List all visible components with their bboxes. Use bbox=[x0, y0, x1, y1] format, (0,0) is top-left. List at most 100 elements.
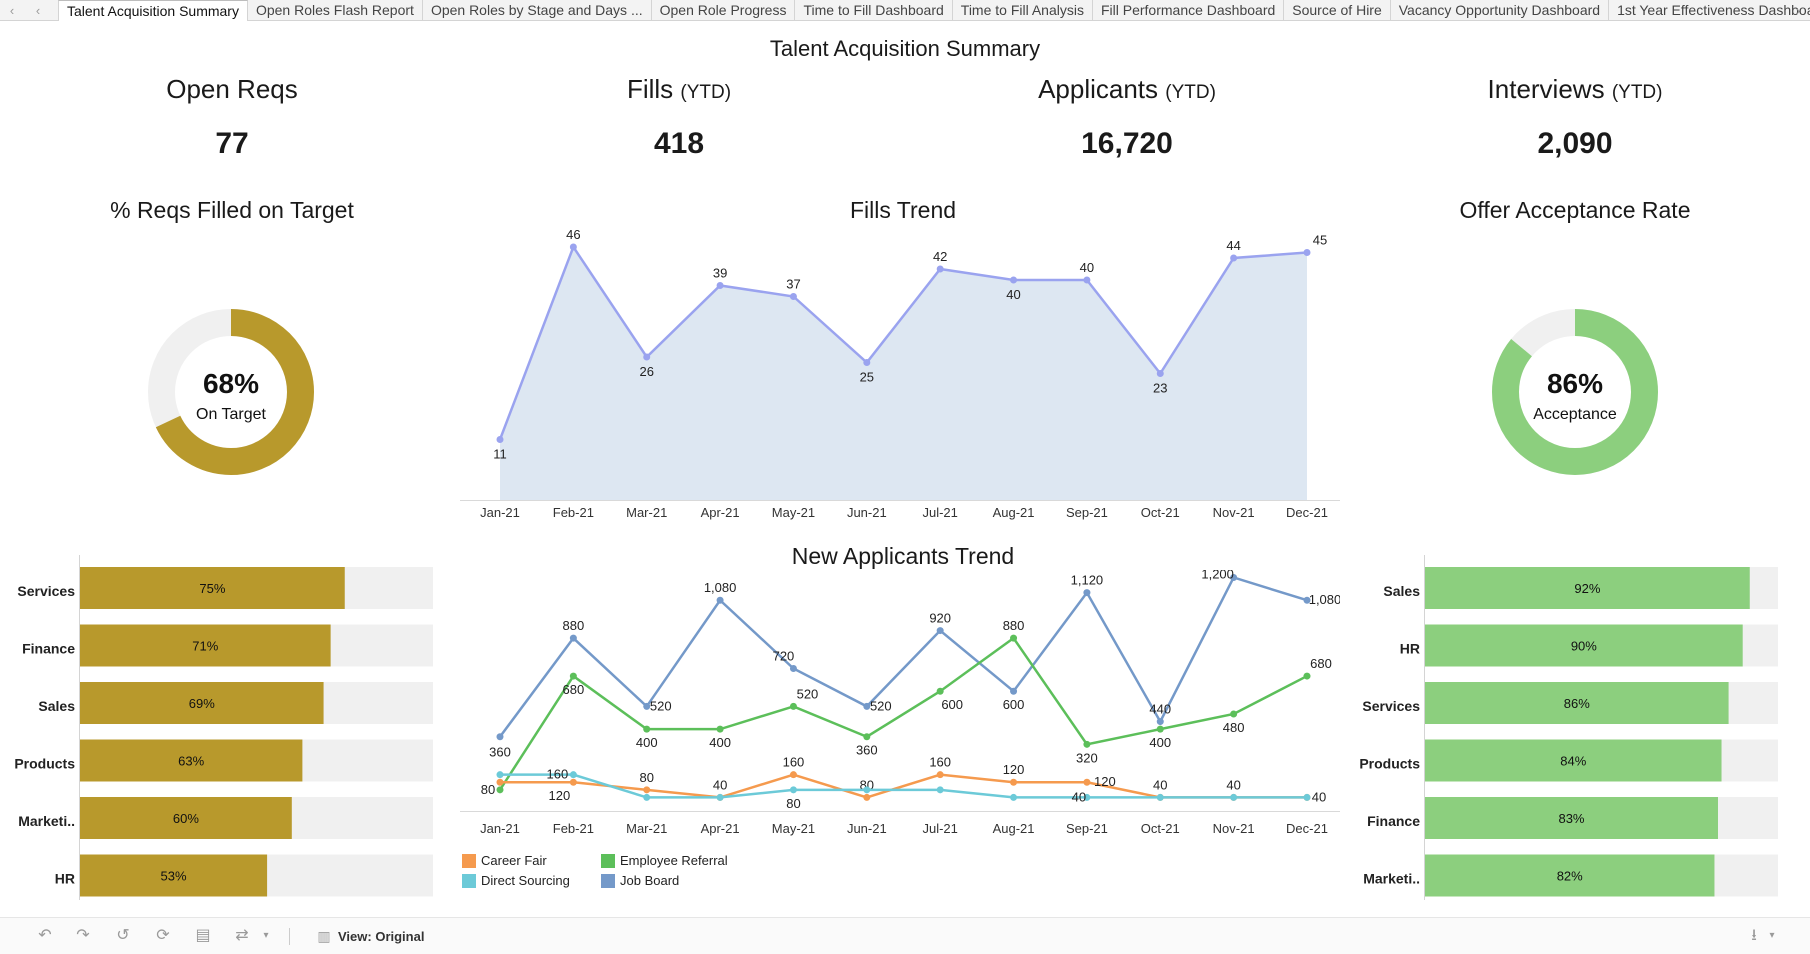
applicants-tick-label: Oct-21 bbox=[1141, 821, 1180, 836]
fills-data-label: 26 bbox=[639, 364, 653, 379]
bar-value-label: 82% bbox=[1557, 869, 1583, 884]
bar bbox=[80, 567, 345, 609]
tab-first-year-effectiveness[interactable]: 1st Year Effectiveness Dashboa... bbox=[1609, 0, 1810, 21]
dashboard-title: Talent Acquisition Summary bbox=[769, 36, 1041, 61]
series-point bbox=[643, 702, 651, 710]
applicants-data-label: 1,080 bbox=[704, 580, 737, 595]
tab-bar: ‹ ‹ Talent Acquisition Summary Open Role… bbox=[0, 0, 1810, 21]
applicants-tick-label: Jul-21 bbox=[922, 821, 957, 836]
kpi-label: Fills (YTD) bbox=[626, 74, 732, 104]
applicants-data-label: 40 bbox=[1226, 777, 1240, 792]
tab-open-roles-flash-report[interactable]: Open Roles Flash Report bbox=[248, 0, 423, 21]
fills-trend-chart: 11 Jan-21 46 Feb-21 26 Mar-21 39 Apr-21 37 May-21… bbox=[460, 227, 1340, 520]
applicants-data-label: 400 bbox=[1149, 735, 1171, 750]
toolbar-divider bbox=[289, 928, 290, 945]
legend-label: Job Board bbox=[620, 873, 680, 888]
tab-scroll-right-icon[interactable]: › bbox=[1795, 2, 1801, 18]
series-point bbox=[1230, 573, 1238, 581]
tab-open-roles-by-stage[interactable]: Open Roles by Stage and Days ... bbox=[423, 0, 652, 21]
fills-tick-label: Aug-21 bbox=[993, 505, 1035, 520]
kpi-label: Open Reqs bbox=[166, 74, 298, 104]
series-point bbox=[569, 771, 577, 779]
applicants-legend: Career Fair Direct Sourcing Employee Ref… bbox=[460, 853, 860, 893]
offer-acceptance-by-dept-chart: 92% Sales 90% HR 86% Services 84% Products 83% Fi… bbox=[1359, 555, 1778, 900]
view-original-button[interactable]: View: Original bbox=[338, 929, 425, 944]
applicants-data-label: 520 bbox=[797, 686, 819, 701]
download-icon[interactable]: ⭳ bbox=[1751, 927, 1757, 944]
series-point bbox=[716, 725, 724, 733]
donut-on-target: 68% On Target bbox=[148, 309, 314, 475]
tab-talent-acquisition-summary[interactable]: Talent Acquisition Summary bbox=[58, 0, 248, 21]
bar bbox=[80, 624, 331, 667]
applicants-data-label: 160 bbox=[929, 755, 951, 770]
applicants-data-label: 680 bbox=[563, 682, 585, 697]
fills-point bbox=[863, 359, 871, 366]
series-point bbox=[569, 672, 577, 680]
tab-vacancy-opportunity-dashboard[interactable]: Vacancy Opportunity Dashboard bbox=[1391, 0, 1610, 21]
fills-tick-label: Sep-21 bbox=[1066, 505, 1108, 520]
view-icon: ▥ bbox=[317, 928, 331, 944]
bar-value-label: 86% bbox=[1564, 696, 1590, 711]
applicants-tick-label: Nov-21 bbox=[1213, 821, 1255, 836]
bar-category-label: HR bbox=[55, 871, 75, 887]
fills-data-label: 42 bbox=[933, 249, 947, 264]
chevron-down-icon[interactable]: ▾ bbox=[263, 930, 269, 941]
bar bbox=[80, 854, 268, 897]
series-point bbox=[1010, 687, 1018, 695]
download-menu-chevron-icon[interactable]: ▾ bbox=[1769, 930, 1775, 941]
legend-label: Employee Referral bbox=[620, 853, 728, 868]
applicants-data-label: 1,200 bbox=[1201, 570, 1234, 581]
series-line-career-fair bbox=[500, 773, 1307, 799]
bar-category-label: Products bbox=[1359, 756, 1420, 772]
bar-value-label: 69% bbox=[189, 696, 215, 711]
tab-scroll-left-start-icon[interactable]: ‹ bbox=[9, 2, 15, 18]
tab-scroll-left-icon[interactable]: ‹ bbox=[35, 2, 41, 18]
applicants-data-label: 400 bbox=[709, 735, 731, 750]
kpi-interviews: Interviews (YTD) 2,090 bbox=[1373, 74, 1777, 161]
tab-source-of-hire[interactable]: Source of Hire bbox=[1284, 0, 1391, 21]
tab-fill-performance-dashboard[interactable]: Fill Performance Dashboard bbox=[1093, 0, 1285, 21]
bar bbox=[80, 797, 292, 839]
donut-right-title: Offer Acceptance Rate bbox=[1459, 197, 1691, 223]
series-point bbox=[936, 786, 944, 794]
series-point bbox=[1010, 793, 1018, 801]
bar bbox=[1425, 682, 1729, 724]
series-line-job-board bbox=[498, 575, 1308, 738]
series-point bbox=[1303, 596, 1311, 604]
fills-tick-label: Mar-21 bbox=[626, 505, 667, 520]
bottom-toolbar: ↶ ↷ ↺ ⟳ ▤ ⇄ ▾ ▥ View: Original ⭳ ▾ bbox=[0, 917, 1810, 954]
tab-open-role-progress[interactable]: Open Role Progress bbox=[652, 0, 796, 21]
kpi-applicants: Applicants (YTD) 16,720 bbox=[925, 74, 1329, 161]
replay-animation-icon[interactable]: ⇄ bbox=[235, 927, 249, 944]
tab-time-to-fill-dashboard[interactable]: Time to Fill Dashboard bbox=[795, 0, 953, 21]
tab-strip: Talent Acquisition Summary Open Roles Fl… bbox=[58, 0, 1810, 21]
revert-icon[interactable]: ↺ bbox=[116, 927, 130, 944]
applicants-data-label: 440 bbox=[1149, 702, 1171, 717]
applicants-data-label: 880 bbox=[1003, 618, 1025, 633]
kpi-label: Applicants (YTD) bbox=[1038, 74, 1216, 104]
series-point bbox=[1083, 740, 1091, 748]
series-point bbox=[789, 771, 797, 779]
series-point bbox=[789, 786, 797, 794]
undo-icon[interactable]: ↶ bbox=[38, 927, 52, 944]
fills-data-label: 44 bbox=[1226, 238, 1240, 253]
fills-tick-label: May-21 bbox=[772, 505, 815, 520]
applicants-trend-title: New Applicants Trend bbox=[791, 543, 1015, 569]
fills-tick-label: Jul-21 bbox=[922, 505, 957, 520]
bar-value-label: 83% bbox=[1558, 811, 1584, 826]
fills-point bbox=[643, 353, 651, 361]
applicants-data-label: 80 bbox=[481, 782, 495, 797]
kpi-value: 77 bbox=[215, 127, 249, 160]
series-point bbox=[496, 778, 504, 786]
tab-time-to-fill-analysis[interactable]: Time to Fill Analysis bbox=[953, 0, 1093, 21]
redo-icon[interactable]: ↷ bbox=[76, 927, 90, 944]
applicants-data-label: 120 bbox=[1003, 762, 1025, 777]
bar-value-label: 84% bbox=[1560, 754, 1586, 769]
donut-arc bbox=[1492, 309, 1658, 475]
reqs-filled-by-dept-chart: 75% Services 71% Finance 69% Sales 63% Products… bbox=[14, 555, 433, 900]
applicants-data-label: 40 bbox=[1312, 789, 1326, 804]
refresh-data-icon[interactable]: ⟳ bbox=[156, 927, 170, 944]
bar-category-label: HR bbox=[1400, 641, 1420, 657]
applicants-tick-label: Sep-21 bbox=[1066, 821, 1108, 836]
pause-updates-icon[interactable]: ▤ bbox=[195, 927, 211, 944]
